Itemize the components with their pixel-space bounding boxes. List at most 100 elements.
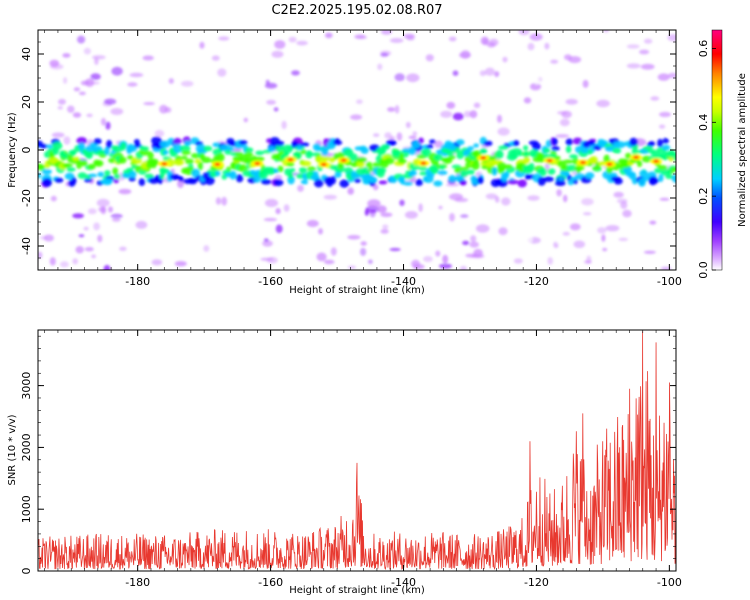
heatmap-cell — [273, 179, 284, 187]
heatmap-cell — [473, 143, 479, 148]
heatmap-cell — [111, 217, 121, 222]
heatmap-cell — [567, 179, 574, 186]
heatmap-cell — [458, 166, 469, 171]
heatmap-cell — [135, 220, 148, 229]
heatmap-cell — [277, 165, 284, 173]
heatmap-cell — [52, 141, 63, 150]
heatmap-cell — [316, 252, 327, 262]
heatmap-cell — [625, 152, 632, 159]
heatmap-cell — [561, 110, 572, 119]
heatmap-cell — [592, 165, 601, 171]
heatmap-cell — [446, 101, 456, 109]
heatmap-cell — [292, 151, 302, 159]
spectrogram-x-tick-label: -140 — [391, 275, 416, 288]
snr-y-tick-label: 3000 — [20, 372, 33, 400]
heatmap-cell — [412, 140, 421, 149]
heatmap-cell — [581, 198, 594, 206]
heatmap-cell — [264, 198, 279, 208]
heatmap-cell — [460, 214, 469, 218]
heatmap-cell — [105, 121, 111, 130]
heatmap-cell — [245, 147, 254, 153]
heatmap-cell — [399, 153, 405, 162]
heatmap-cell — [143, 102, 155, 106]
heatmap-cell — [452, 112, 464, 121]
heatmap-cell — [660, 266, 672, 270]
heatmap-cell — [91, 254, 96, 259]
heatmap-cell — [159, 172, 165, 180]
heatmap-cell — [377, 205, 387, 213]
heatmap-cell — [583, 212, 592, 216]
heatmap-cell — [440, 110, 453, 118]
heatmap-cell — [118, 34, 131, 42]
heatmap-cell — [439, 164, 446, 170]
heatmap-cell — [418, 203, 423, 213]
heatmap-cell — [618, 237, 629, 242]
heatmap-cell — [333, 140, 343, 146]
heatmap-cell — [640, 63, 655, 70]
spectrogram-x-tick-label: -160 — [258, 275, 283, 288]
heatmap-cell — [610, 176, 622, 182]
heatmap-cell — [94, 57, 99, 65]
heatmap-cell — [84, 247, 94, 252]
heatmap-cell — [657, 73, 670, 81]
heatmap-cell — [98, 206, 106, 212]
heatmap-cell — [380, 144, 390, 150]
heatmap-hotspot-core — [214, 162, 221, 166]
heatmap-cell — [72, 213, 84, 219]
heatmap-cell — [174, 261, 187, 267]
heatmap-cell — [314, 179, 324, 188]
heatmap-cell — [397, 176, 405, 183]
heatmap-cell — [652, 178, 660, 183]
heatmap-cell — [151, 259, 163, 266]
heatmap-cell — [286, 162, 295, 167]
heatmap-cell — [439, 263, 452, 269]
spectrogram-panel: -180 -160 -140 -120 -100 -40 -20 0 20 40 Height … — [7, 29, 682, 296]
heatmap-cell — [615, 141, 626, 149]
heatmap-cell — [260, 179, 272, 185]
heatmap-hotspot-core — [287, 158, 294, 162]
heatmap-cell — [516, 151, 524, 157]
heatmap-cell — [433, 180, 443, 187]
heatmap-cell — [429, 139, 436, 144]
heatmap-cell — [550, 59, 559, 64]
heatmap-cell — [643, 38, 653, 44]
heatmap-cell — [483, 38, 489, 46]
heatmap-cell — [498, 74, 511, 82]
heatmap-cell — [528, 162, 535, 171]
snr-x-tick-label: -180 — [125, 576, 150, 589]
heatmap-cell — [587, 149, 593, 155]
heatmap-cell — [601, 234, 606, 242]
heatmap-cell — [362, 167, 368, 174]
heatmap-cell — [91, 55, 106, 60]
heatmap-cell — [300, 142, 310, 147]
heatmap-cell — [283, 150, 289, 158]
heatmap-cell — [101, 117, 106, 126]
heatmap-cell — [497, 127, 510, 136]
heatmap-cell — [323, 194, 337, 200]
heatmap-cell — [559, 118, 570, 127]
heatmap-cell — [110, 108, 124, 115]
spectrogram-x-label: Height of straight line (km) — [289, 285, 425, 296]
heatmap-cell — [659, 111, 671, 118]
heatmap-cell — [46, 144, 54, 149]
heatmap-cell — [324, 259, 335, 265]
heatmap-cell — [348, 153, 359, 162]
heatmap-cell — [626, 44, 640, 49]
heatmap-cell — [216, 153, 225, 162]
heatmap-cell — [356, 99, 363, 104]
heatmap-cell — [488, 38, 499, 47]
heatmap-cell — [523, 97, 532, 104]
heatmap-cell — [415, 179, 423, 186]
heatmap-cell — [173, 159, 184, 166]
heatmap-cell — [77, 35, 86, 44]
heatmap-cell — [142, 55, 154, 61]
heatmap-cell — [179, 145, 191, 152]
heatmap-cell — [389, 141, 396, 146]
snr-y-tick-label: 2000 — [20, 433, 33, 461]
heatmap-cell — [97, 171, 104, 178]
spectrogram-x-tick-label: -180 — [125, 275, 150, 288]
heatmap-cell — [237, 164, 248, 172]
heatmap-hotspot-core — [606, 162, 613, 166]
heatmap-cell — [154, 129, 165, 138]
heatmap-hotspot-core — [633, 155, 640, 159]
